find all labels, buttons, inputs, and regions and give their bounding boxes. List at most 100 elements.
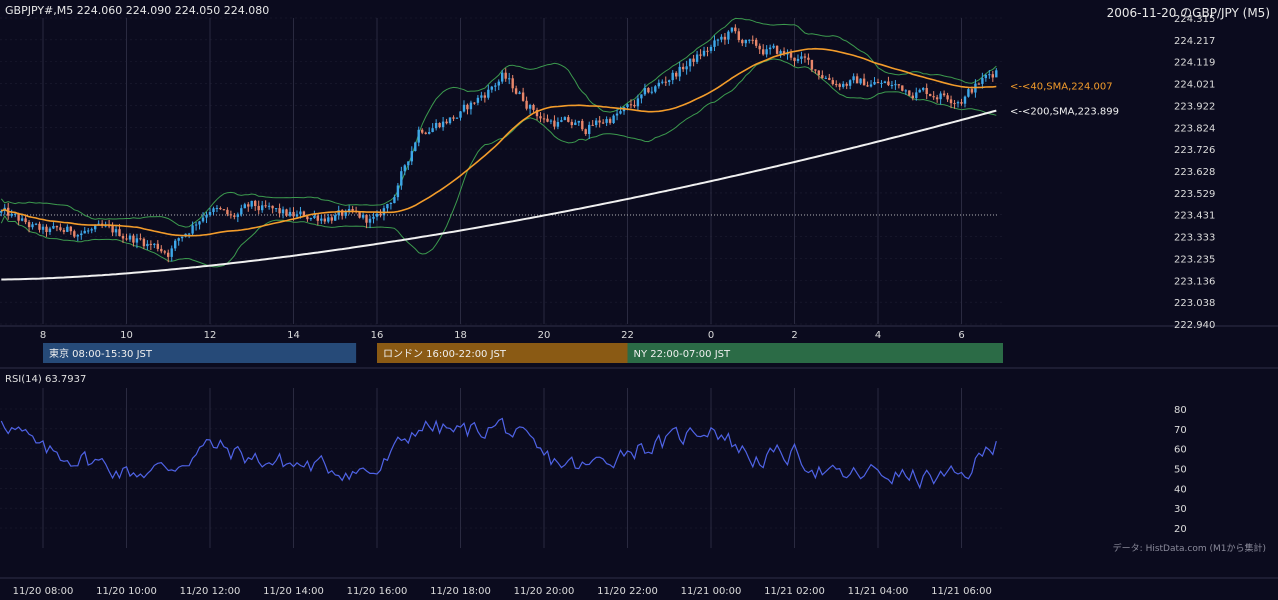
candle-body <box>615 113 619 116</box>
candle-body <box>347 209 351 212</box>
y-tick-label: 224.217 <box>1174 36 1215 47</box>
rsi-tick-label: 60 <box>1174 445 1187 456</box>
candle-body <box>755 39 758 46</box>
y-tick-label: 224.021 <box>1174 79 1215 90</box>
candle-body <box>194 224 198 226</box>
time-axis-label: 11/20 22:00 <box>597 586 658 597</box>
candle-body <box>671 72 674 81</box>
candle-body <box>866 85 869 87</box>
rsi-label: RSI(14) 63.7937 <box>5 374 87 385</box>
candle-body <box>511 78 514 89</box>
candle-body <box>532 105 535 110</box>
candle-body <box>897 84 901 86</box>
candle-body <box>69 226 72 232</box>
candle-body <box>66 226 69 232</box>
y-tick-label: 224.119 <box>1174 58 1215 69</box>
rsi-tick-label: 70 <box>1174 425 1187 436</box>
candle-body <box>793 57 796 61</box>
candle-body <box>716 39 720 41</box>
sma40-label: <-<40,SMA,224.007 <box>1010 82 1113 93</box>
x-tick-label: 16 <box>371 330 384 341</box>
candle-body <box>428 132 431 134</box>
candle-body <box>257 205 260 211</box>
candle-body <box>699 54 702 56</box>
candle-body <box>542 118 546 120</box>
candle-body <box>828 77 831 80</box>
candle-body <box>744 39 747 44</box>
candle-body <box>591 124 594 126</box>
candle-body <box>970 89 974 93</box>
candle-body <box>327 217 330 222</box>
candle-body <box>177 238 180 241</box>
symbol-header: GBPJPY#,M5 224.060 224.090 224.050 224.0… <box>5 4 270 17</box>
candle-body <box>466 104 469 110</box>
candle-body <box>584 129 587 134</box>
time-axis-label: 11/20 12:00 <box>180 586 241 597</box>
candle-body <box>334 215 337 221</box>
candle-body <box>219 208 222 210</box>
candle-body <box>647 88 650 93</box>
x-tick-label: 10 <box>120 330 133 341</box>
candle-body <box>741 40 744 44</box>
candle-body <box>588 124 591 134</box>
candle-body <box>424 132 427 134</box>
candle-body <box>254 200 257 206</box>
candle-body <box>10 213 13 216</box>
candle-body <box>810 59 814 70</box>
bollinger-lower <box>0 58 997 268</box>
candle-body <box>174 240 177 249</box>
candle-body <box>393 197 396 204</box>
candle-body <box>389 203 393 204</box>
candle-body <box>887 81 890 86</box>
candle-body <box>762 49 765 55</box>
candle-body <box>549 120 553 122</box>
candle-body <box>748 39 751 41</box>
candle-body <box>688 58 692 67</box>
candle-body <box>309 218 313 220</box>
candle-body <box>163 251 166 253</box>
candle-body <box>62 230 66 232</box>
candle-body <box>915 92 918 98</box>
candle-body <box>695 54 699 62</box>
y-tick-label: 223.038 <box>1174 298 1215 309</box>
candle-body <box>908 90 911 96</box>
candle-body <box>838 84 841 87</box>
candle-body <box>675 72 678 77</box>
y-tick-label: 224.315 <box>1174 14 1215 25</box>
candle-body <box>720 36 723 40</box>
candle-body <box>240 208 243 215</box>
candle-body <box>956 102 960 104</box>
candle-body <box>344 211 347 216</box>
time-axis-label: 11/20 14:00 <box>263 586 324 597</box>
candle-body <box>459 111 462 118</box>
candle-body <box>41 226 45 230</box>
candle-body <box>922 88 925 90</box>
candle-body <box>904 90 907 92</box>
x-tick-label: 14 <box>287 330 300 341</box>
candle-body <box>497 81 500 86</box>
candle-body <box>368 218 372 223</box>
candle-body <box>45 226 48 232</box>
candle-body <box>556 122 560 127</box>
candle-body <box>657 82 660 87</box>
candle-body <box>302 211 306 217</box>
candle-body <box>734 27 737 32</box>
candle-body <box>87 230 90 232</box>
candle-body <box>831 80 834 85</box>
candle-body <box>441 121 445 128</box>
x-tick-label: 20 <box>538 330 551 341</box>
x-tick-label: 18 <box>454 330 467 341</box>
candle-body <box>650 91 653 93</box>
session-label-2: NY 22:00-07:00 JST <box>634 349 731 360</box>
candle-body <box>873 82 876 85</box>
candle-body <box>960 102 963 104</box>
candle-body <box>929 94 932 97</box>
candle-body <box>400 171 403 186</box>
candle-body <box>73 231 76 237</box>
x-tick-label: 6 <box>958 330 964 341</box>
y-tick-label: 223.136 <box>1174 276 1215 287</box>
candle-body <box>187 233 191 235</box>
candle-body <box>48 228 52 232</box>
candle-body <box>27 222 31 228</box>
x-tick-label: 22 <box>621 330 634 341</box>
